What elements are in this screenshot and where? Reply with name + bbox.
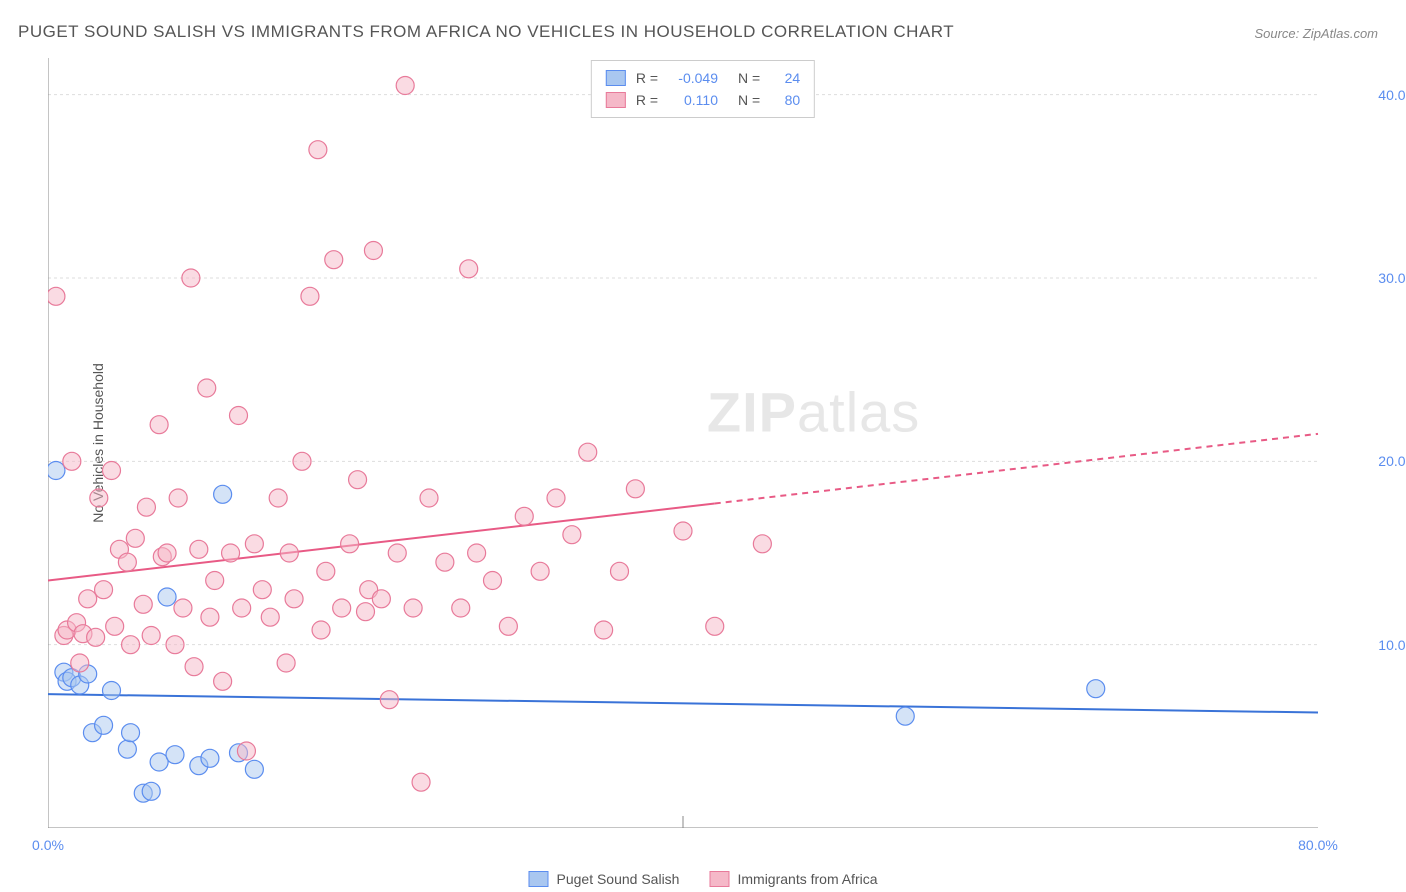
n-label-1: N =	[738, 67, 760, 89]
r-value-2: 0.110	[668, 89, 718, 111]
x-tick-label: 80.0%	[1298, 837, 1338, 853]
chart-title: PUGET SOUND SALISH VS IMMIGRANTS FROM AF…	[18, 22, 954, 42]
legend-correlation: R = -0.049 N = 24 R = 0.110 N = 80	[591, 60, 815, 118]
legend-series: Puget Sound Salish Immigrants from Afric…	[528, 871, 877, 887]
y-tick-label: 20.0%	[1378, 453, 1406, 469]
source-attribution: Source: ZipAtlas.com	[1254, 26, 1378, 41]
legend-row-2: R = 0.110 N = 80	[606, 89, 800, 111]
legend-swatch-bottom-1	[528, 871, 548, 887]
legend-label-2: Immigrants from Africa	[737, 871, 877, 887]
y-tick-label: 10.0%	[1378, 637, 1406, 653]
scatter-plot	[48, 58, 1368, 828]
chart-area: No Vehicles in Household 10.0%20.0%30.0%…	[48, 58, 1368, 828]
y-tick-label: 30.0%	[1378, 270, 1406, 286]
y-tick-label: 40.0%	[1378, 87, 1406, 103]
r-label-1: R =	[636, 67, 658, 89]
legend-swatch-1	[606, 70, 626, 86]
n-label-2: N =	[738, 89, 760, 111]
legend-item-2: Immigrants from Africa	[709, 871, 877, 887]
r-value-1: -0.049	[668, 67, 718, 89]
r-label-2: R =	[636, 89, 658, 111]
legend-swatch-2	[606, 92, 626, 108]
legend-label-1: Puget Sound Salish	[556, 871, 679, 887]
x-tick-label: 0.0%	[32, 837, 64, 853]
legend-row-1: R = -0.049 N = 24	[606, 67, 800, 89]
n-value-2: 80	[770, 89, 800, 111]
legend-item-1: Puget Sound Salish	[528, 871, 679, 887]
n-value-1: 24	[770, 67, 800, 89]
legend-swatch-bottom-2	[709, 871, 729, 887]
